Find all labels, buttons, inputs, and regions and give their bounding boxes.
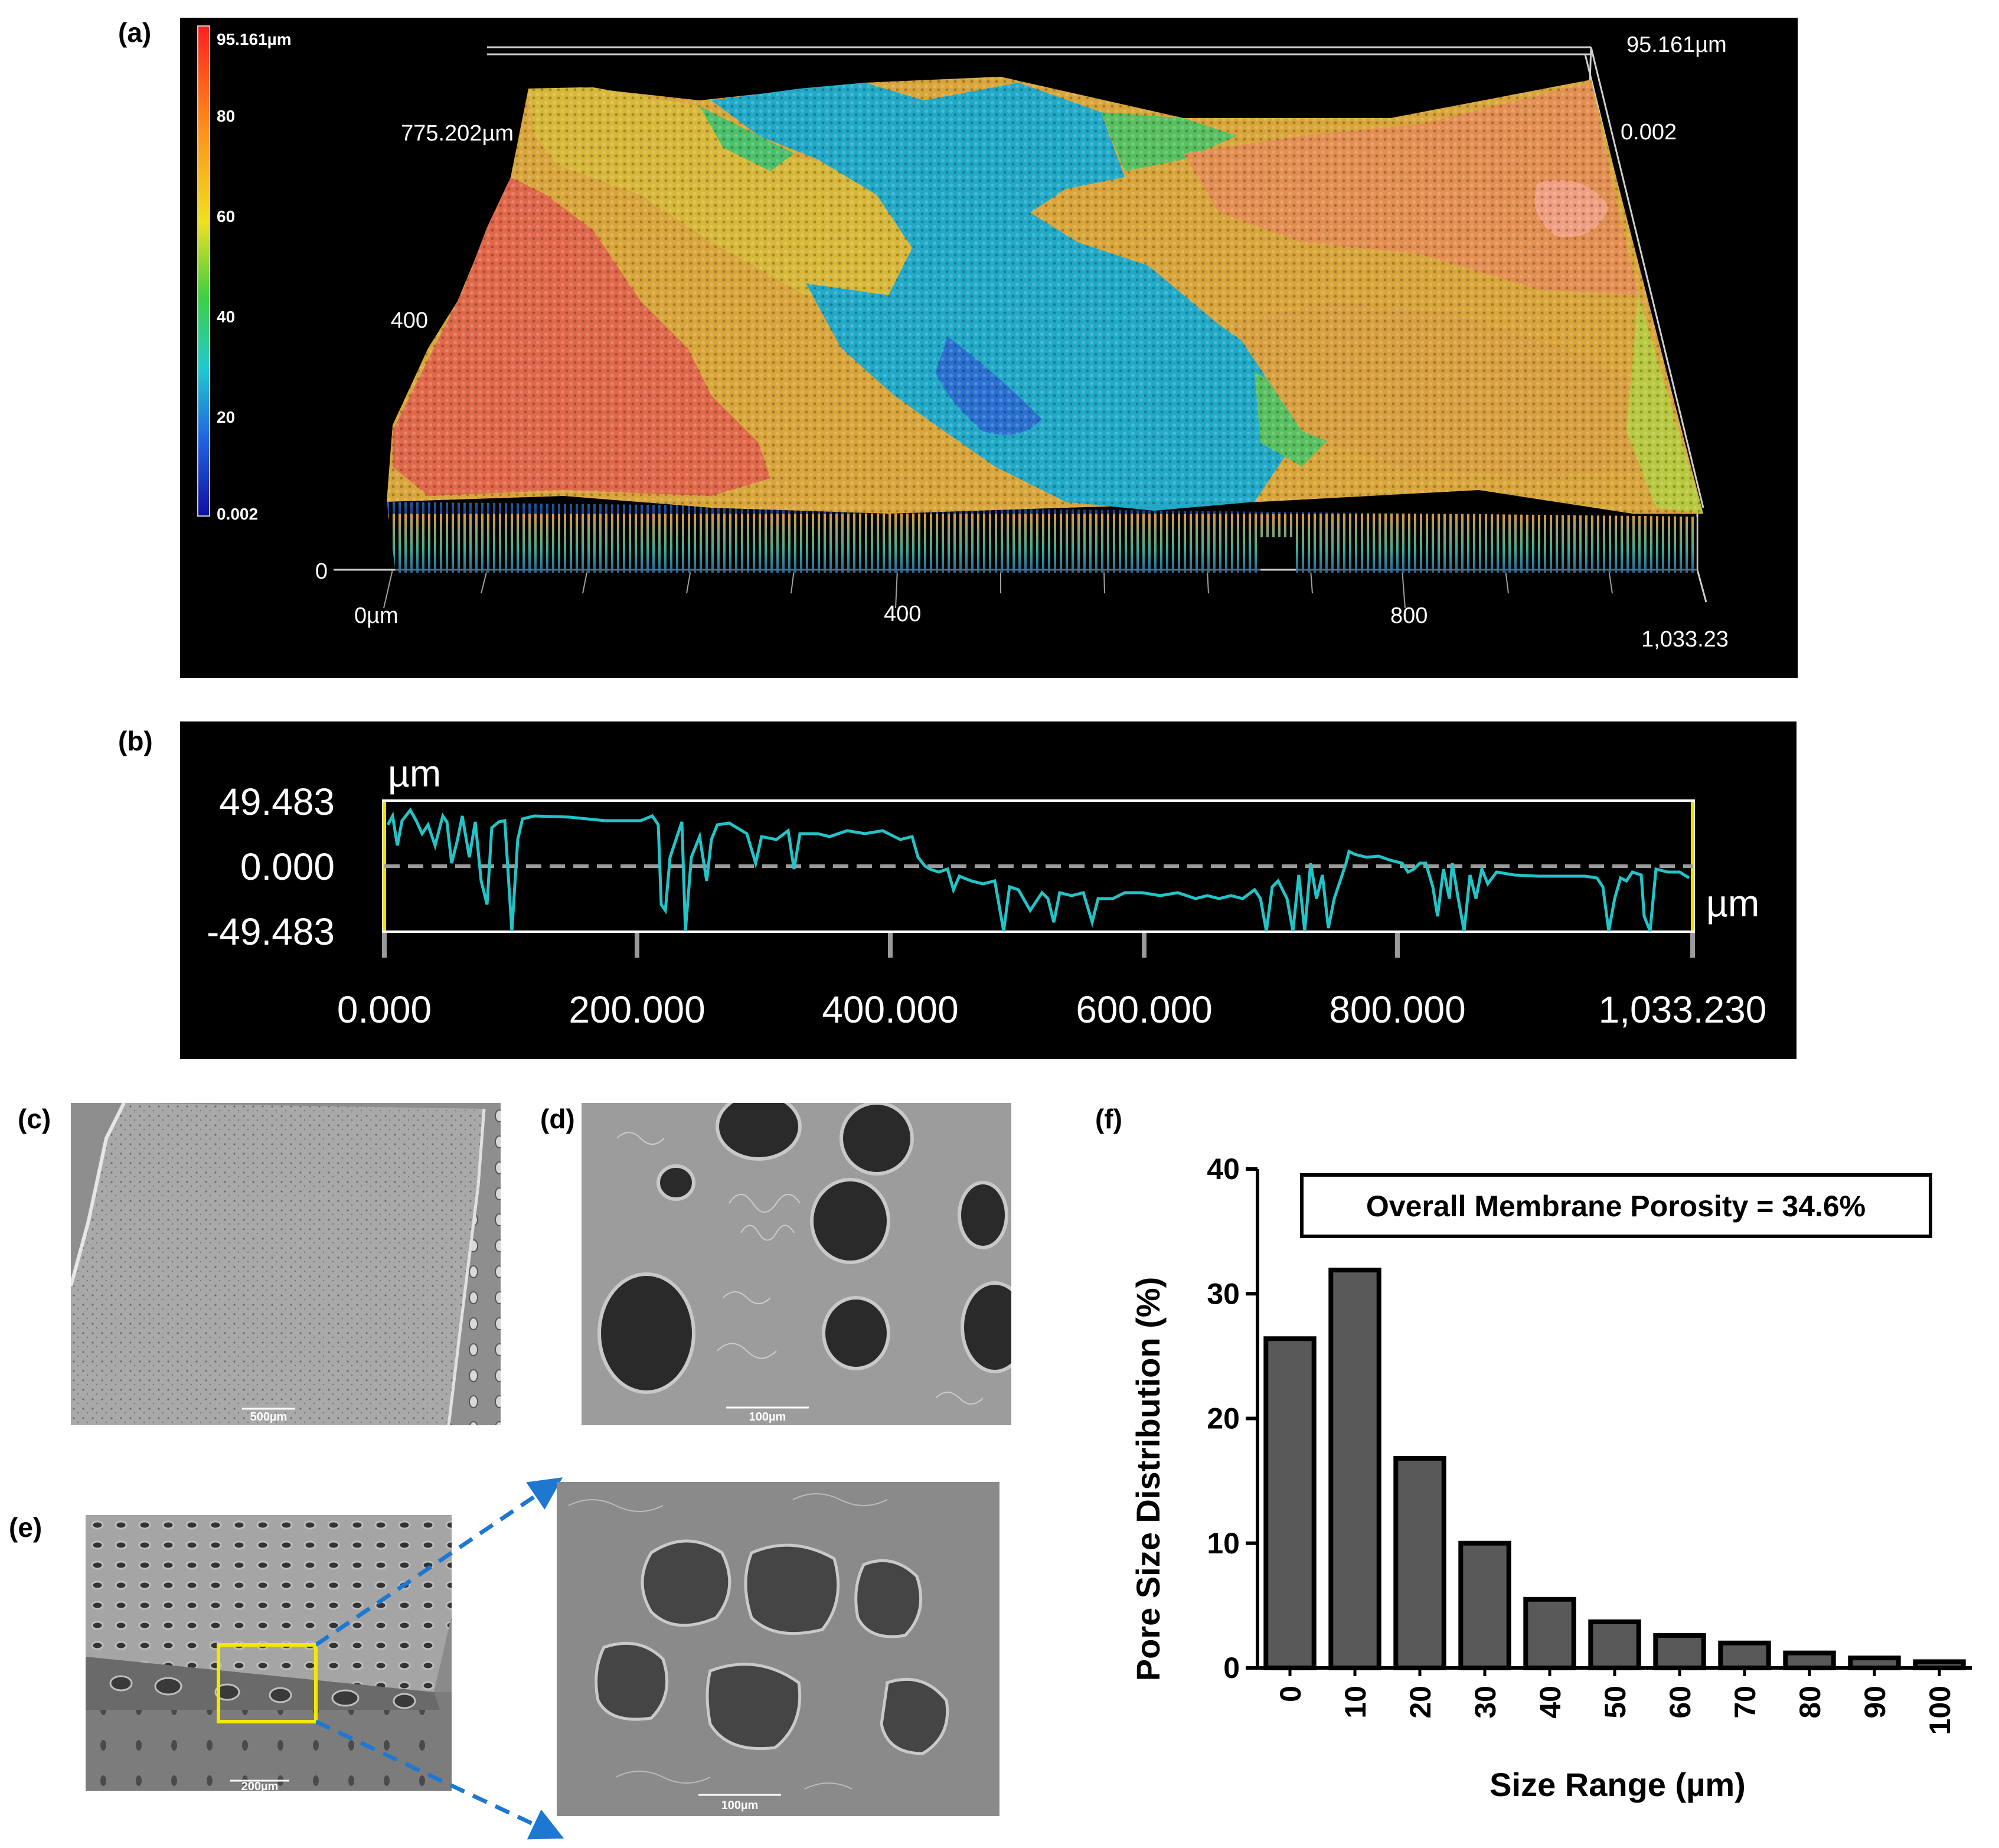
- porosity-annotation: Overall Membrane Porosity = 34.6%: [1366, 1190, 1866, 1223]
- x-tick-label: 80: [1794, 1686, 1827, 1719]
- bar-20: [1393, 1456, 1446, 1670]
- profile-x-tick: 200.000: [569, 988, 705, 1031]
- z-max-label: 95.161µm: [1626, 32, 1727, 57]
- scale-bar-d: 100µm: [749, 1411, 786, 1423]
- profile-x-tick: 1,033.230: [1599, 988, 1767, 1031]
- profile-y-tick: -49.483: [207, 910, 335, 953]
- bar-60: [1653, 1633, 1706, 1671]
- profile-y-unit: µm: [388, 752, 441, 795]
- profile-trace: [386, 807, 1690, 932]
- profile-y-tick: 49.483: [219, 781, 335, 823]
- x-tick-label: 50: [1599, 1686, 1632, 1719]
- colorbar-tick: 20: [217, 408, 235, 426]
- profile-x-tick: 600.000: [1076, 988, 1212, 1031]
- porosity-annotation-box: [1300, 1173, 1932, 1238]
- zoom-arrows: [316, 1477, 564, 1840]
- scale-bar-e-right: 100µm: [721, 1799, 759, 1812]
- y-tick-label: 30: [1207, 1277, 1240, 1310]
- x-tick-label: 30: [1469, 1686, 1502, 1719]
- x-tick-label: 20: [1404, 1686, 1437, 1719]
- bar-50: [1588, 1619, 1641, 1671]
- colorbar-tick: 80: [217, 107, 235, 125]
- bar-40: [1523, 1596, 1576, 1670]
- profile-x-tick: 800.000: [1329, 988, 1465, 1031]
- sem-image-d: 100µm: [582, 1103, 1011, 1425]
- pore-size-bar-chart: 0 10 20 30 40 0 10 20 30 40 50 60 70 80 90 100 Overall…: [1129, 1152, 1972, 1803]
- y-axis-title: Pore Size Distribution (%): [1129, 1277, 1167, 1682]
- x-tick-label: 60: [1664, 1686, 1697, 1719]
- y-tick-label: 40: [1207, 1152, 1240, 1186]
- x-tick-label: 90: [1858, 1686, 1892, 1719]
- bar-0: [1263, 1336, 1317, 1670]
- bar-70: [1718, 1640, 1771, 1670]
- panel-c-letter: (c): [18, 1103, 51, 1134]
- zoom-region-box: [217, 1643, 318, 1723]
- y-tick-label: 20: [1207, 1402, 1240, 1435]
- colorbar-tick: 0.002: [217, 505, 258, 523]
- colorbar-tick: 60: [217, 207, 235, 226]
- x-tick-label: 10: [1339, 1686, 1372, 1719]
- panel-e-letter: (e): [9, 1512, 43, 1543]
- panel-b-letter: (b): [118, 726, 153, 756]
- surface-3d-panel: 95.161µm 80 60 40 20 0.002: [180, 18, 1798, 678]
- x-tick-label: 70: [1729, 1686, 1762, 1719]
- x-tick-label: 40: [1534, 1686, 1567, 1719]
- x-tick-label: 100: [1923, 1686, 1956, 1735]
- scale-bar-c: 500µm: [250, 1411, 288, 1423]
- x-axis-label: 400: [884, 602, 921, 626]
- y-tick-label: 10: [1207, 1527, 1240, 1560]
- profile-y-tick: 0.000: [240, 845, 335, 888]
- profile-x-unit: µm: [1706, 882, 1759, 925]
- panel-a-letter: (a): [118, 17, 152, 48]
- y-tick-label: 0: [1223, 1651, 1240, 1684]
- x-axis-label: 1,033.23: [1641, 627, 1729, 652]
- surface-3d-plot: 95.161µm 80 60 40 20 0.002: [197, 25, 1729, 652]
- colorbar-tick: 40: [217, 308, 235, 326]
- profile-plot: µm µm 49.483 0.000 -49.483 0.000 200.000…: [207, 752, 1767, 1031]
- x-tick-label: 0: [1274, 1686, 1307, 1702]
- y-axis-label: 775.202µm: [401, 121, 514, 146]
- bar-80: [1783, 1650, 1836, 1671]
- x-axis-label: 0µm: [354, 603, 399, 628]
- y-axis-label: 400: [391, 308, 428, 333]
- bar-10: [1328, 1268, 1381, 1671]
- panel-f-letter: (f): [1095, 1103, 1122, 1134]
- z-min-label: 0.002: [1621, 120, 1677, 145]
- sem-image-e-overview: 200µm: [86, 1515, 452, 1791]
- profile-x-tick: 0.000: [337, 988, 432, 1031]
- bar-30: [1458, 1540, 1511, 1670]
- scale-bar-e-left: 200µm: [241, 1780, 279, 1791]
- y-axis-label: 0: [315, 559, 328, 584]
- sem-image-c: 500µm: [71, 1103, 501, 1425]
- sem-image-e-zoom: 100µm: [557, 1482, 999, 1816]
- profile-panel: µm µm 49.483 0.000 -49.483 0.000 200.000…: [180, 721, 1797, 1059]
- panel-d-letter: (d): [540, 1103, 575, 1134]
- colorbar: [197, 25, 210, 517]
- profile-x-tick: 400.000: [822, 988, 958, 1031]
- x-axis-label: 800: [1390, 603, 1428, 628]
- x-axis-title: Size Range (µm): [1490, 1766, 1746, 1803]
- colorbar-tick: 95.161µm: [217, 30, 292, 48]
